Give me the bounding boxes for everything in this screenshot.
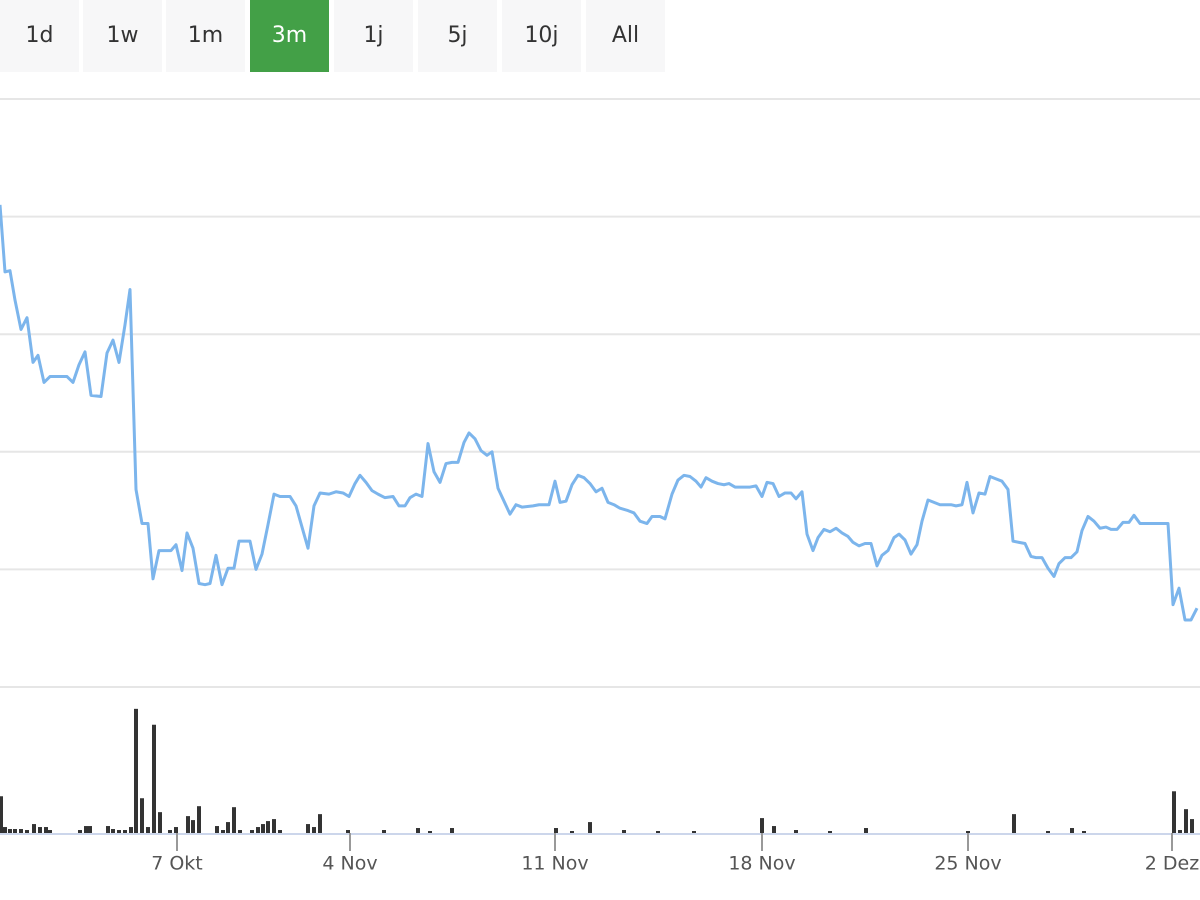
volume-bar	[38, 827, 42, 833]
volume-bar	[146, 827, 150, 833]
volume-bar	[78, 830, 82, 833]
volume-bar	[158, 812, 162, 833]
volume-bar	[1012, 814, 1016, 833]
volume-bar	[13, 829, 17, 833]
volume-bar	[1172, 791, 1176, 833]
volume-bar	[772, 826, 776, 833]
volume-bar	[186, 816, 190, 833]
volume-bar	[1046, 831, 1050, 833]
volume-bar	[106, 826, 110, 833]
volume-bar	[692, 831, 696, 833]
volume-bar	[261, 824, 265, 833]
range-button[interactable]: 1j	[334, 0, 413, 72]
volume-bar	[191, 820, 195, 833]
volume-bar	[1070, 828, 1074, 833]
volume-bar	[256, 827, 260, 833]
volume-bar	[554, 828, 558, 833]
volume-bar	[140, 798, 144, 833]
volume-bar	[88, 826, 92, 833]
volume-bar	[3, 827, 7, 833]
volume-bar	[760, 818, 764, 833]
volume-bar	[134, 708, 138, 833]
volume-bar	[318, 814, 322, 833]
volume-bar	[312, 827, 316, 833]
volume-bar	[0, 796, 3, 833]
x-tick-label: 25 Nov	[934, 853, 1001, 875]
price-line	[0, 204, 1199, 622]
volume-bar	[8, 829, 12, 833]
range-button[interactable]: 1d	[0, 0, 79, 72]
volume-bar	[864, 828, 868, 833]
volume-bar	[306, 824, 310, 833]
x-tick-label: 11 Nov	[521, 853, 588, 875]
volume-bar	[123, 830, 127, 833]
range-button[interactable]: 1w	[83, 0, 162, 72]
volume-bar	[794, 830, 798, 833]
volume-bar	[129, 827, 133, 833]
x-tick-label: 2 Dez	[1145, 853, 1199, 875]
range-button[interactable]: 1m	[166, 0, 245, 72]
volume-bar	[232, 807, 236, 833]
range-button[interactable]: All	[586, 0, 665, 72]
volume-bar	[266, 821, 270, 833]
volume-bar	[1184, 809, 1188, 833]
volume-bar	[111, 829, 115, 833]
volume-bar	[32, 824, 36, 833]
volume-bar	[272, 819, 276, 833]
volume-bar	[84, 826, 88, 833]
volume-bar	[48, 830, 52, 833]
volume-bar	[1178, 830, 1182, 833]
volume-bar	[250, 830, 254, 833]
volume-bar	[828, 831, 832, 833]
volume-bar	[238, 830, 242, 833]
volume-bar	[117, 830, 121, 833]
volume-bar	[152, 724, 156, 833]
volume-bar	[1190, 819, 1194, 833]
volume-bar	[168, 830, 172, 833]
x-tick-label: 7 Okt	[151, 853, 203, 875]
volume-bar	[570, 831, 574, 833]
volume-bar	[44, 827, 48, 833]
volume-bar	[174, 827, 178, 833]
volume-bar	[382, 830, 386, 833]
volume-bar	[428, 831, 432, 833]
range-button[interactable]: 10j	[502, 0, 581, 72]
range-button[interactable]: 5j	[418, 0, 497, 72]
volume-bar	[215, 826, 219, 833]
volume-bar	[656, 831, 660, 833]
x-tick-label: 4 Nov	[322, 853, 377, 875]
volume-bar	[588, 822, 592, 833]
volume-bar	[19, 829, 23, 833]
volume-bar	[25, 830, 29, 833]
volume-bar	[622, 830, 626, 833]
x-tick-label: 18 Nov	[728, 853, 795, 875]
volume-bar	[346, 830, 350, 833]
volume-bar	[1082, 831, 1086, 833]
volume-bar	[226, 822, 230, 833]
volume-bar	[450, 828, 454, 833]
volume-bar	[416, 828, 420, 833]
volume-bar	[278, 830, 282, 833]
volume-bar	[966, 831, 970, 833]
volume-bar	[221, 830, 225, 833]
volume-bar	[197, 806, 201, 833]
range-button[interactable]: 3m	[250, 0, 329, 72]
